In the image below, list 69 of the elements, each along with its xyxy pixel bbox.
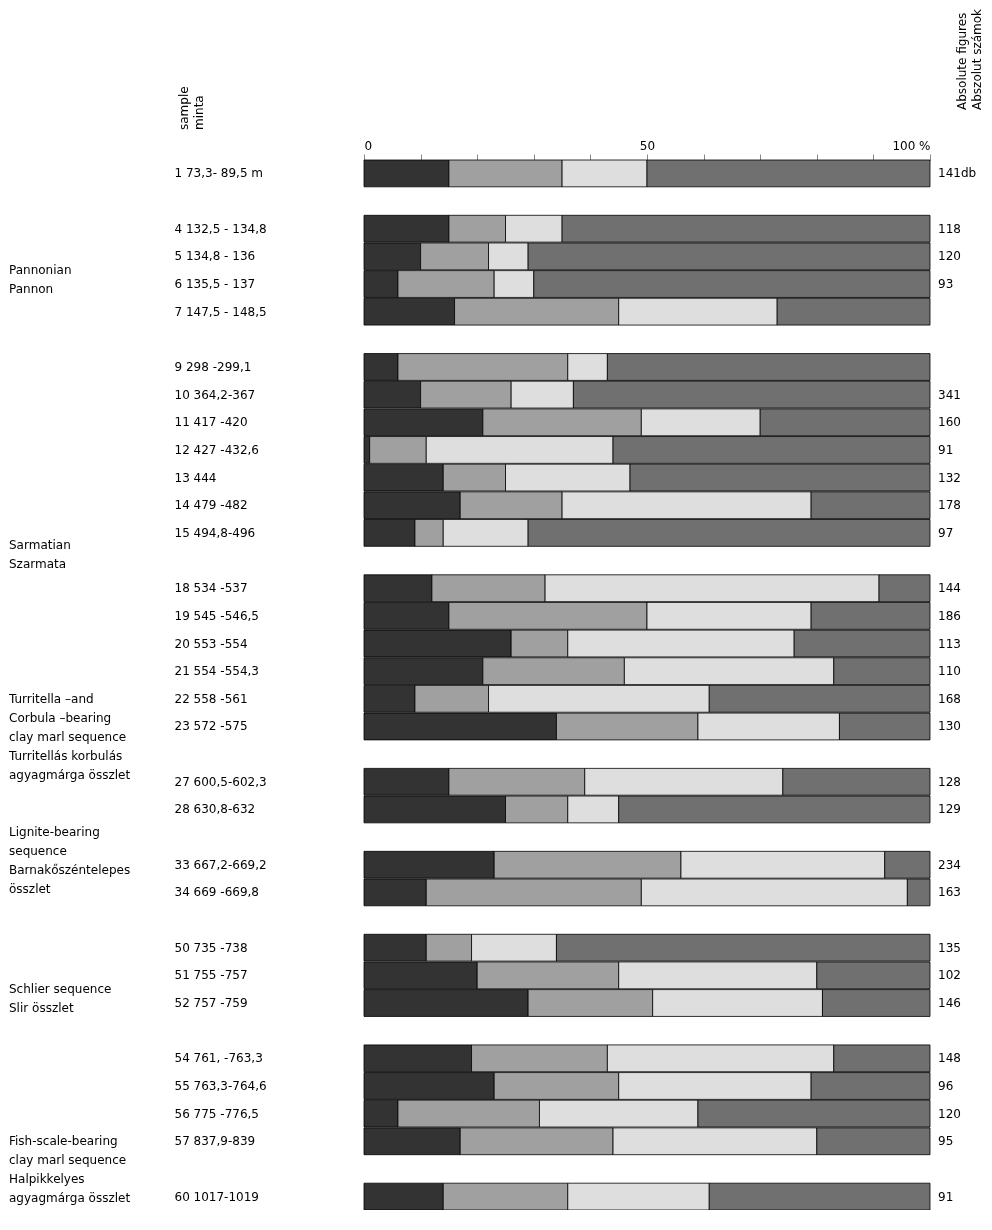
y-tick-label: 13 444	[174, 470, 217, 485]
y-tick-label: 51 755 -757	[174, 968, 248, 983]
y2-tick-label: 113	[938, 636, 961, 651]
y-tick-label: 27 600,5-602,3	[174, 774, 267, 789]
text: Lignite-bearing sequence Barnakőszéntelepes összlet	[9, 825, 131, 897]
y2-tick-label: 118	[938, 221, 961, 236]
y2-tick-label: 341	[938, 387, 961, 402]
y2-tick-label: 163	[938, 885, 961, 900]
y-tick-label: 55 763,3-764,6	[174, 1078, 267, 1093]
y-tick-label: 1 73,3- 89,5 m	[174, 166, 264, 181]
text: Fish-scale-bearing clay marl sequence Halpikkelyes agyagmárga összlet	[9, 1134, 131, 1206]
y2-tick-label: 110	[938, 664, 961, 679]
y2-tick-label: 141db	[938, 166, 977, 181]
y-tick-label: 20 553 -554	[174, 636, 248, 651]
x-tick-label: 100 %	[892, 138, 931, 153]
y2-tick-label: 130	[938, 719, 961, 734]
y2-tick-label: 234	[938, 857, 961, 872]
y-tick-label: 21 554 -554,3	[174, 664, 259, 679]
y-tick-label: 50 735 -738	[174, 940, 248, 955]
y2-tick-label: 178	[938, 498, 961, 513]
y2-tick-label: 129	[938, 802, 961, 817]
y-tick-label: 60 1017-1019	[174, 1189, 259, 1204]
y-tick-label: 10 364,2-367	[174, 387, 256, 402]
y-tick-label: 18 534 -537	[174, 581, 248, 596]
y2-tick-label: 186	[938, 608, 961, 623]
y-tick-label: 11 417 -420	[174, 415, 248, 430]
y-tick-label: 6 135,5 - 137	[174, 277, 256, 292]
y-tick-label: 28 630,8-632	[174, 802, 256, 817]
y-tick-label: 54 761, -763,3	[174, 1051, 263, 1066]
y2-tick-label: 91	[938, 442, 954, 457]
y-tick-label: 14 479 -482	[174, 498, 248, 513]
y2-tick-label: 120	[938, 1106, 961, 1121]
y2-tick-label: 93	[938, 277, 954, 292]
y-tick-label: 57 837,9-839	[174, 1134, 256, 1149]
y-tick-label: 7 147,5 - 148,5	[174, 304, 267, 319]
y2-tick-label: 135	[938, 940, 961, 955]
y2-tick-label: 96	[938, 1078, 954, 1093]
y2-tick-label: 102	[938, 968, 961, 983]
y-tick-label: 15 494,8-496	[174, 525, 256, 540]
y2-tick-label: 120	[938, 249, 961, 264]
y2-tick-label: 146	[938, 996, 961, 1011]
y-tick-label: 12 427 -432,6	[174, 442, 259, 457]
y-tick-label: 23 572 -575	[174, 719, 248, 734]
y2-tick-label: 91	[938, 1189, 954, 1204]
y2-tick-label: 97	[938, 525, 954, 540]
x-tick-label: 50	[639, 138, 656, 153]
text: Sarmatian Szarmata	[9, 537, 71, 571]
y-axis-title: sample minta	[177, 86, 206, 130]
y2-tick-label: 168	[938, 691, 961, 706]
x-tick-label: 0	[364, 138, 373, 153]
y-tick-label: 52 757 -759	[174, 996, 248, 1011]
text: Pannonian Pannon	[9, 263, 72, 297]
y-tick-label: 5 134,8 - 136	[174, 249, 256, 264]
y2-tick-label: 160	[938, 415, 961, 430]
text: Schlier sequence Slir összlet	[9, 982, 112, 1016]
y-tick-label: 56 775 -776,5	[174, 1106, 259, 1121]
y-tick-label: 19 545 -546,5	[174, 608, 259, 623]
y-tick-label: 34 669 -669,8	[174, 885, 259, 900]
y2-tick-label: 144	[938, 581, 961, 596]
y-tick-label: 22 558 -561	[174, 691, 248, 706]
y2-tick-label: 132	[938, 470, 961, 485]
y2-tick-label: 128	[938, 774, 961, 789]
y2-axis-title: Absolute figures Abszolut számok	[955, 8, 984, 110]
y2-tick-label: 95	[938, 1134, 954, 1149]
y-tick-label: 33 667,2-669,2	[174, 857, 267, 872]
y-tick-label: 9 298 -299,1	[174, 359, 252, 374]
text: Turritella –and Corbula –bearing clay marl sequence Turritellás korbulás agyagmárga összlet	[8, 691, 131, 782]
y2-tick-label: 148	[938, 1051, 961, 1066]
y-tick-label: 4 132,5 - 134,8	[174, 221, 267, 236]
